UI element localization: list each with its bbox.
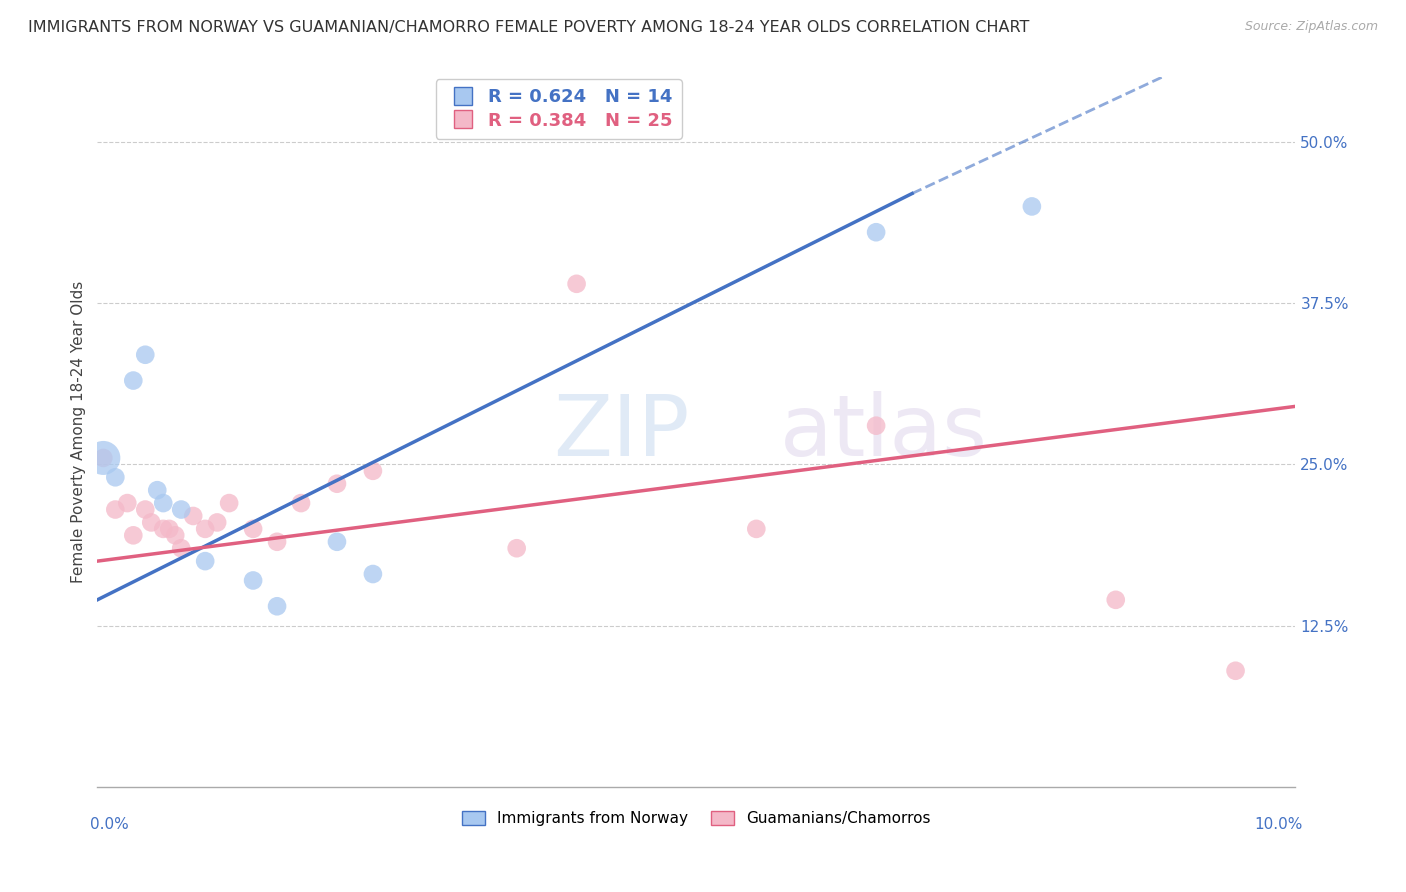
Point [205,516,228,530]
Text: atlas: atlas [780,391,988,474]
Point [266,599,288,614]
Point [122,374,145,388]
Point [565,277,588,291]
Text: ZIP: ZIP [553,391,689,474]
Point [134,502,156,516]
Point [865,225,887,239]
Point [181,508,204,523]
Point [146,483,169,498]
Point [361,567,384,582]
Point [170,502,193,516]
Point [361,464,384,478]
Point [157,522,180,536]
Text: Source: ZipAtlas.com: Source: ZipAtlas.com [1244,20,1378,33]
Point [290,496,312,510]
Point [122,528,145,542]
Point [1225,664,1247,678]
Point [1021,199,1043,213]
Point [170,541,193,556]
Point [865,418,887,433]
Point [266,534,288,549]
Point [93,450,115,465]
Legend: Immigrants from Norway, Guamanians/Chamorros: Immigrants from Norway, Guamanians/Chamo… [456,805,936,832]
Point [117,496,139,510]
Point [93,450,115,465]
Point [242,522,264,536]
Point [745,522,768,536]
Point [141,516,163,530]
Y-axis label: Female Poverty Among 18-24 Year Olds: Female Poverty Among 18-24 Year Olds [72,281,86,583]
Text: IMMIGRANTS FROM NORWAY VS GUAMANIAN/CHAMORRO FEMALE POVERTY AMONG 18-24 YEAR OLD: IMMIGRANTS FROM NORWAY VS GUAMANIAN/CHAM… [28,20,1029,35]
Point [134,348,156,362]
Text: 10.0%: 10.0% [1254,817,1302,832]
Point [242,574,264,588]
Point [152,496,174,510]
Point [218,496,240,510]
Point [104,502,127,516]
Point [165,528,187,542]
Point [505,541,527,556]
Point [326,476,349,491]
Point [326,534,349,549]
Point [194,554,217,568]
Point [104,470,127,484]
Point [194,522,217,536]
Point [1105,592,1128,607]
Text: 0.0%: 0.0% [90,817,129,832]
Point [152,522,174,536]
